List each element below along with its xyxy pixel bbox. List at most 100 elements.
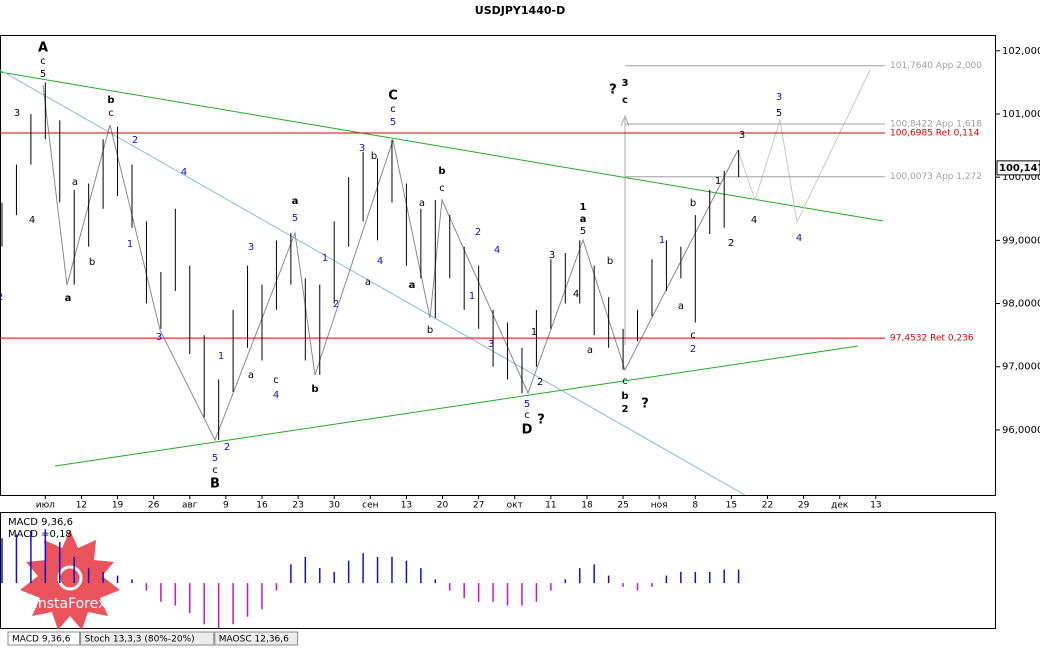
wave-label: 4 <box>273 390 279 401</box>
wave-label: 2 <box>475 227 481 238</box>
logo-text: InstaForex <box>34 596 107 612</box>
x-tick-label: 25 <box>617 501 628 511</box>
wave-label: a <box>587 345 593 356</box>
wave-label: 3 <box>14 108 20 119</box>
trend-line <box>0 69 746 495</box>
wave-label: 2 <box>333 299 339 310</box>
x-tick-label: окт <box>507 501 523 511</box>
wave-line <box>42 84 739 442</box>
wave-label: 2 <box>0 292 3 303</box>
wave-label: a <box>678 301 684 312</box>
wave-label: ? <box>641 397 649 412</box>
level-label: 100,6985 Ret 0,114 <box>890 129 980 139</box>
level-label: 101,7640 App 2,000 <box>890 61 982 71</box>
logo-badge <box>20 530 120 630</box>
wave-label: b <box>621 391 628 402</box>
wave-label: 1 <box>580 202 587 213</box>
wave-label: 4 <box>181 167 187 178</box>
x-tick-label: 13 <box>401 501 412 511</box>
tab <box>80 631 215 646</box>
wave-label: 1 <box>659 235 665 246</box>
wave-label: 5 <box>776 108 782 119</box>
level-label: 100,0073 App 1,272 <box>890 172 982 182</box>
wave-label: C <box>388 89 398 104</box>
wave-label: 3 <box>359 143 365 154</box>
wave-label: a <box>72 177 78 188</box>
wave-label: c <box>622 95 628 106</box>
tab-label: MAOSC 12,36,6 <box>219 635 289 645</box>
wave-label: 4 <box>751 215 757 226</box>
wave-label: 1 <box>531 327 537 338</box>
price-pane <box>0 35 996 496</box>
x-tick-label: 26 <box>148 501 160 511</box>
wave-label: ? <box>537 413 545 428</box>
y-tick-label: 99,0000 <box>1002 235 1040 246</box>
trend-line <box>0 71 884 222</box>
wave-label: c <box>690 330 696 341</box>
x-tick-label: 22 <box>762 501 773 511</box>
wave-label: b <box>107 95 114 106</box>
level-label: 97,4532 Ret 0,236 <box>890 334 974 344</box>
wave-label: c <box>212 465 218 476</box>
wave-label: a <box>409 280 416 291</box>
wave-label: 1 <box>322 253 328 264</box>
x-tick-label: ноя <box>651 501 668 511</box>
wave-label: c <box>622 376 628 387</box>
panel-value: MACD =0,18 <box>8 529 72 540</box>
wave-label: a <box>580 214 587 225</box>
y-tick-label: 97,0000 <box>1002 362 1040 373</box>
wave-label: D <box>522 423 533 438</box>
arrow-head <box>620 114 630 127</box>
wave-label: c <box>108 108 114 119</box>
x-tick-label: дек <box>831 501 849 511</box>
wave-label: 1 <box>469 291 475 302</box>
wave-label: a <box>292 196 299 207</box>
wave-label: c <box>524 410 530 421</box>
x-tick-label: 23 <box>292 501 303 511</box>
x-tick-label: 19 <box>112 501 124 511</box>
x-tick-label: авг <box>182 501 198 511</box>
x-tick-label: 8 <box>692 501 698 511</box>
wave-label: 3 <box>248 242 254 253</box>
wave-label: b <box>371 151 377 162</box>
wave-label: 4 <box>573 289 579 300</box>
wave-label: b <box>607 256 613 267</box>
x-tick-label: 15 <box>726 501 737 511</box>
drawings <box>0 69 884 495</box>
wave-label: c <box>439 183 445 194</box>
wave-label: c <box>40 56 46 67</box>
logo: InstaForex <box>20 530 120 630</box>
wave-label: 4 <box>494 245 500 256</box>
wave-label: 2 <box>537 377 543 388</box>
wave-label: a <box>419 198 425 209</box>
x-tick-label: 16 <box>256 501 268 511</box>
tab-label: Stoch 13,3,3 (80%-20%) <box>85 635 195 645</box>
wave-label: b <box>89 257 95 268</box>
wave-label: A <box>38 41 48 56</box>
tab <box>214 631 299 646</box>
wave-label: 5 <box>390 117 396 128</box>
wave-label: a <box>365 277 371 288</box>
wave-label: 3 <box>488 339 494 350</box>
x-tick-label: 20 <box>437 501 449 511</box>
last-price-box <box>996 160 1040 176</box>
wave-label: B <box>210 477 220 492</box>
macd-pane <box>0 512 996 629</box>
x-tick-label: 29 <box>798 501 810 511</box>
y-tick-label: 101,0000 <box>1002 109 1040 120</box>
wave-label: c <box>390 104 396 115</box>
wave-label: 2 <box>690 344 696 355</box>
projection-line <box>737 69 871 224</box>
logo-icon <box>57 565 83 591</box>
wave-label: 5 <box>580 226 586 237</box>
wave-label: b <box>690 198 696 209</box>
x-tick-label: 9 <box>223 501 229 511</box>
tab <box>7 631 81 646</box>
tab-label: MACD 9,36,6 <box>12 635 71 645</box>
wave-label: 5 <box>524 399 530 410</box>
x-tick-label: июл <box>36 501 55 511</box>
